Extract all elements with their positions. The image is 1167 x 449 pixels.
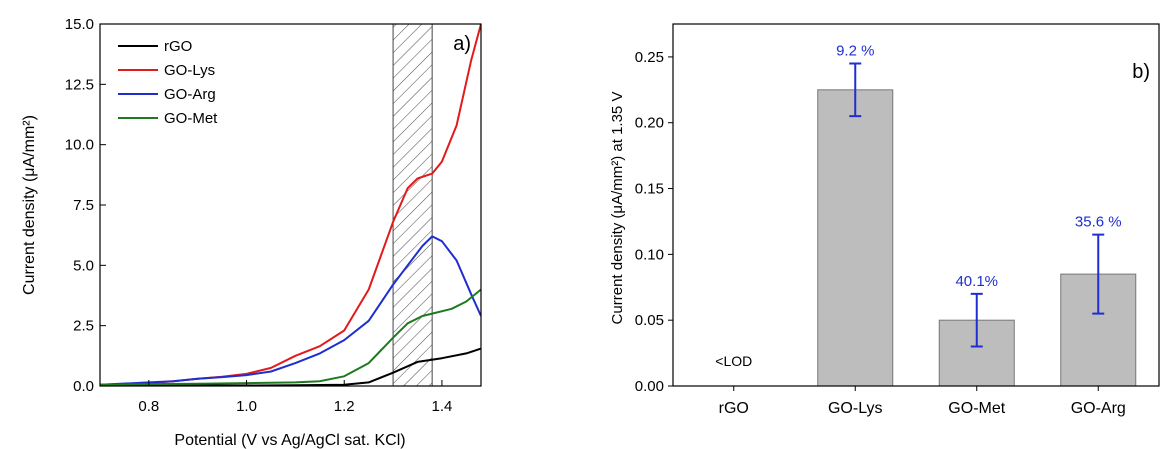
panel-b-bar-chart: <LOD 9.2 % 40.1% 35.6 % rGO GO-Lys GO-Met GO-A…	[609, 23, 1160, 417]
y-tick-label: 0.00	[635, 378, 664, 395]
legend-label-go-met: GO-Met	[164, 110, 218, 127]
y-tick-label: 0.15	[635, 181, 664, 198]
panel-a-y-axis-label: Current density (μA/mm²)	[21, 115, 38, 295]
y-tick-label: 10.0	[65, 137, 94, 154]
lod-label: <LOD	[715, 353, 752, 369]
category-label-go-arg: GO-Arg	[1071, 400, 1126, 417]
y-tick-label: 12.5	[65, 76, 94, 93]
x-tick-label: 0.8	[138, 398, 159, 415]
series-line-go-met	[100, 288, 481, 386]
y-tick-label: 2.5	[73, 318, 94, 335]
bar-value-label: 9.2 %	[836, 42, 874, 59]
category-label-go-met: GO-Met	[948, 400, 1005, 417]
panel-b-label: b)	[1132, 61, 1150, 83]
panel-b-plot-frame	[672, 23, 1160, 387]
x-tick-label: 1.4	[431, 398, 452, 415]
panel-a-label: a)	[453, 33, 471, 55]
panel-a-x-axis-label: Potential (V vs Ag/AgCl sat. KCl)	[174, 432, 405, 449]
x-tick-label: 1.0	[236, 398, 257, 415]
panel-b-y-axis-label: Current density (μA/mm²) at 1.35 V	[609, 92, 626, 325]
legend-label-go-lys: GO-Lys	[164, 62, 215, 79]
bar-value-label: 40.1%	[955, 273, 998, 290]
legend: rGO GO-Lys GO-Arg GO-Met	[118, 38, 218, 127]
y-tick-label: 0.10	[635, 246, 664, 263]
y-tick-label: 7.5	[73, 197, 94, 214]
y-tick-label: 0.25	[635, 49, 664, 66]
x-tick-label: 1.2	[334, 398, 355, 415]
y-tick-label: 0.0	[73, 378, 94, 395]
y-tick-label: 0.05	[635, 312, 664, 329]
category-label-rgo: rGO	[719, 400, 749, 417]
y-tick-label: 5.0	[73, 257, 94, 274]
legend-label-rgo: rGO	[164, 38, 192, 55]
y-tick-label: 0.20	[635, 115, 664, 132]
series-line-go-arg	[100, 235, 481, 386]
bar-value-label: 35.6 %	[1075, 214, 1122, 231]
panel-a-line-chart: 0.8 1.0 1.2 1.4 0.0 2.5 5.0 7.5 10.0 12.5 15.0 rG…	[21, 16, 482, 449]
y-tick-label: 15.0	[65, 16, 94, 33]
legend-label-go-arg: GO-Arg	[164, 86, 216, 103]
bar-go-lys	[817, 89, 894, 387]
category-label-go-lys: GO-Lys	[828, 400, 883, 417]
